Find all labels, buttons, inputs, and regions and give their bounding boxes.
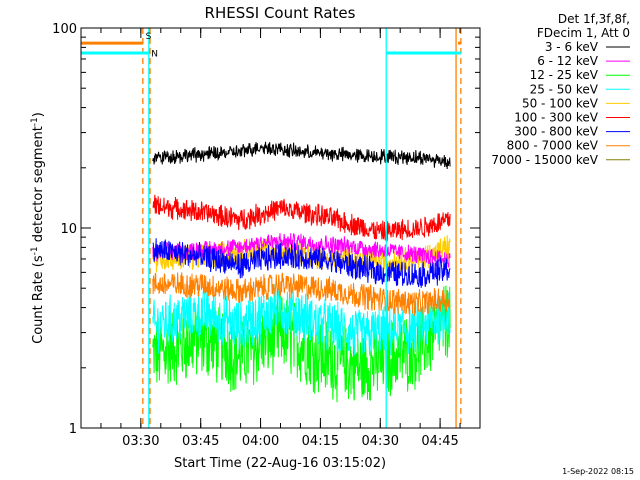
legend-label: 300 - 800 keV <box>514 125 598 139</box>
legend-label: 3 - 6 keV <box>545 40 599 54</box>
footer-date: 1-Sep-2022 08:15 <box>562 467 634 476</box>
legend-label: 6 - 12 keV <box>537 54 599 68</box>
legend-label: 100 - 300 keV <box>514 111 598 125</box>
series-line <box>152 285 451 403</box>
series-line <box>152 272 451 316</box>
chart-title: RHESSI Count Rates <box>205 4 356 22</box>
plot-area: SN <box>81 28 462 428</box>
flag-label-s: S <box>146 32 152 42</box>
series-line <box>152 238 451 288</box>
x-tick-label: 03:45 <box>182 434 219 449</box>
series-line <box>152 233 451 268</box>
legend-label: 50 - 100 keV <box>522 96 599 110</box>
y-axis-label-part: -1 <box>30 117 40 126</box>
y-axis-label-part: Count Rate (s <box>31 255 46 344</box>
flag-label-n: N <box>151 50 158 60</box>
legend-label: 25 - 50 keV <box>530 82 599 96</box>
x-tick-label: 04:30 <box>362 434 399 449</box>
legend-label: 12 - 25 keV <box>530 68 599 82</box>
legend-header: FDecim 1, Att 0 <box>537 26 630 40</box>
legend-label: 800 - 7000 keV <box>507 139 599 153</box>
y-axis: 1 10 100 <box>52 22 480 437</box>
series-line <box>152 194 451 242</box>
x-tick-label: 04:00 <box>242 434 279 449</box>
x-tick-label: 04:15 <box>302 434 339 449</box>
y-axis-label-part: detector segment <box>31 126 46 246</box>
y-tick-label: 100 <box>52 22 77 37</box>
series-line <box>152 141 451 170</box>
x-axis: 03:30 03:45 04:00 04:15 04:30 04:45 <box>100 28 461 449</box>
y-axis-label-part: ) <box>31 112 46 117</box>
x-tick-label: 03:30 <box>122 434 159 449</box>
legend-header: Det 1f,3f,8f, <box>558 12 630 26</box>
y-axis-label-part: -1 <box>30 246 40 255</box>
y-tick-label: 1 <box>69 422 77 437</box>
x-axis-label: Start Time (22-Aug-16 03:15:02) <box>174 456 386 471</box>
y-tick-label: 10 <box>60 222 77 237</box>
legend-label: 7000 - 15000 keV <box>491 153 598 167</box>
x-tick-label: 04:45 <box>421 434 458 449</box>
y-axis-label: Count Rate (s-1 detector segment-1) <box>30 112 46 344</box>
series-line <box>152 282 451 356</box>
